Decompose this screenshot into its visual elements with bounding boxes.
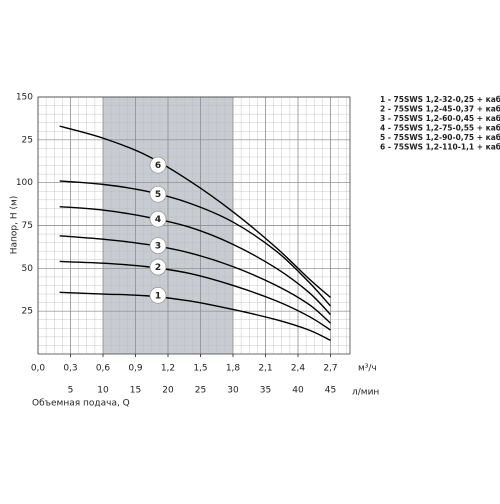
y-tick-label: 25 — [22, 135, 33, 145]
x2-unit: л/мин — [352, 388, 379, 398]
x2-tick-label: 5 — [68, 386, 74, 396]
legend-label: 6 - 75SWS 1,2-110-1,1 + кабель — [380, 143, 500, 152]
series-badge — [149, 286, 167, 304]
y-tick-label: 150 — [16, 93, 33, 103]
series-line — [59, 125, 331, 298]
x2-tick-label: 40 — [292, 386, 304, 396]
x2-tick-label: 30 — [227, 386, 239, 396]
x2-tick-label: 25 — [195, 386, 206, 396]
x2-tick-label: 45 — [325, 386, 336, 396]
y-axis-label: Напор, H (м) — [10, 196, 20, 255]
x-axis-label: Объемная подача, Q — [32, 399, 130, 409]
series-badge-label: 6 — [155, 161, 161, 171]
series-line — [59, 205, 332, 316]
x-tick-label: 0,3 — [63, 364, 77, 374]
series-badge — [149, 185, 167, 203]
x2-tick-label: 10 — [97, 386, 109, 396]
y-tick-label: 25 — [22, 307, 33, 317]
y-tick-label: 100 — [16, 178, 33, 188]
x-unit: м³/ч — [358, 364, 377, 374]
series-line — [59, 291, 331, 341]
series-badge — [149, 237, 167, 255]
x-tick-label: 2,4 — [291, 364, 306, 374]
series-badge-label: 2 — [155, 263, 161, 273]
legend-label: 4 - 75SWS 1,2-75-0,55 + кабель — [380, 124, 500, 133]
series-line — [59, 180, 332, 307]
x-tick-label: 1,5 — [193, 364, 207, 374]
series-line — [59, 235, 331, 324]
x-tick-label: 0,6 — [96, 364, 111, 374]
legend-label: 2 - 75SWS 1,2-45-0,37 + кабель — [380, 105, 500, 114]
y-tick-label: 75 — [22, 221, 33, 231]
plot-frame — [37, 96, 351, 355]
legend-label: 1 - 75SWS 1,2-32-0,25 + кабель — [380, 95, 500, 104]
x-tick-label: 2,7 — [323, 364, 337, 374]
x-tick-label: 1,8 — [226, 364, 241, 374]
x2-tick-label: 15 — [130, 386, 141, 396]
x-tick-label: 1,2 — [161, 364, 175, 374]
x2-tick-label: 20 — [162, 386, 174, 396]
series-badge-label: 1 — [155, 291, 161, 301]
series-line — [59, 260, 331, 331]
x2-tick-label: 35 — [260, 386, 271, 396]
x-tick-label: 0,0 — [31, 364, 46, 374]
x-tick-label: 2,1 — [258, 364, 272, 374]
y-tick-label: 50 — [22, 264, 34, 274]
x-tick-label: 0,9 — [128, 364, 143, 374]
series-badge — [149, 156, 167, 174]
series-badge-label: 5 — [155, 190, 161, 200]
series-badge-label: 4 — [155, 215, 161, 225]
series-badge — [149, 210, 167, 228]
series-badge — [149, 258, 167, 276]
legend-label: 5 - 75SWS 1,2-90-0,75 + кабель — [380, 133, 500, 142]
legend-label: 3 - 75SWS 1,2-60-0,45 + кабель — [380, 114, 500, 123]
series-badge-label: 3 — [155, 242, 161, 252]
